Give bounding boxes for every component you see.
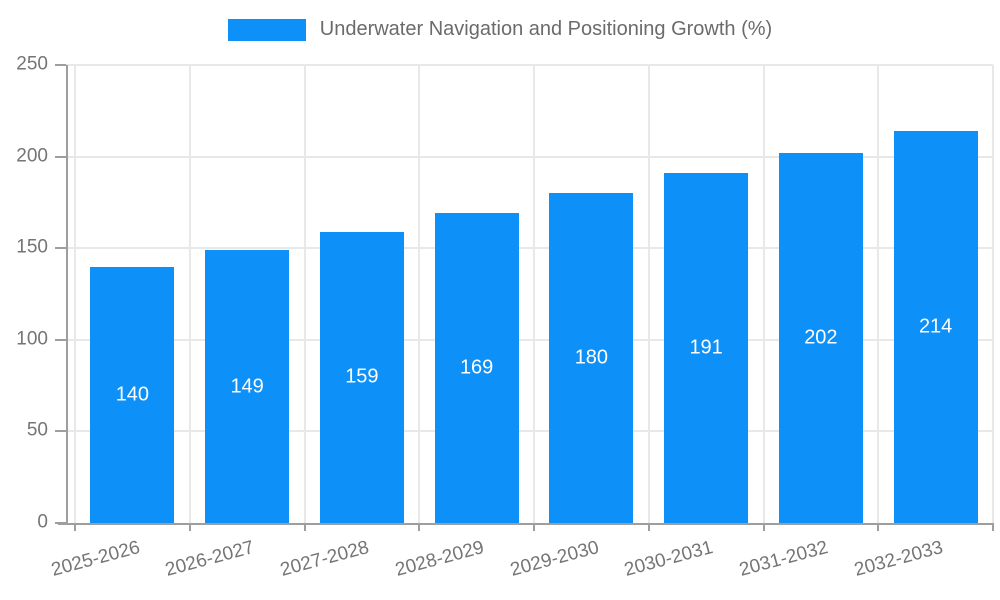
y-axis-tick [55,430,66,433]
bar [205,250,290,523]
bar-value-label: 149 [230,375,264,398]
x-axis-tick [992,523,994,531]
bar [893,130,978,523]
bar [664,173,749,523]
y-axis-tick [55,64,66,66]
x-gridline [647,65,650,523]
x-gridline [303,65,306,523]
bar [90,266,175,523]
legend-label: Underwater Navigation and Positioning Gr… [319,18,773,40]
y-gridline [66,64,993,66]
bar-value-label: 169 [459,356,494,379]
chart-legend: Underwater Navigation and Positioning Gr… [0,18,1000,41]
y-axis-label: 200 [16,145,48,167]
y-axis-label: 0 [37,511,48,533]
y-axis-label: 100 [16,328,48,350]
bar [319,231,404,523]
x-axis-tick [418,523,421,531]
bar-value-label: 191 [689,336,723,359]
bar [778,152,863,523]
bar-value-label: 140 [115,383,150,406]
x-axis-line [58,523,993,525]
bar-value-label: 202 [804,326,838,349]
bar [434,213,519,523]
y-axis-line [66,65,68,525]
y-gridline [66,155,993,158]
x-gridline [992,65,994,523]
y-gridline [66,247,993,250]
y-axis-tick [55,247,66,250]
bar-value-label: 159 [345,365,379,388]
bar [549,193,634,523]
y-axis-label: 150 [16,236,48,258]
x-gridline [418,65,421,523]
x-axis-tick [74,523,76,531]
x-gridline [74,65,76,523]
x-axis-tick [762,523,765,531]
bar-value-label: 180 [574,346,609,369]
x-gridline [188,65,191,523]
x-axis-tick [188,523,191,531]
x-gridline [533,65,535,523]
x-gridline [762,65,765,523]
y-gridline [66,338,993,341]
y-axis-label: 250 [16,53,48,75]
y-axis-label: 50 [26,419,48,441]
y-axis-tick [55,338,66,341]
x-axis-tick [533,523,535,531]
bar-value-label: 214 [918,315,953,338]
x-axis-tick [303,523,306,531]
y-gridline [66,430,993,433]
y-axis-tick [55,155,66,158]
x-gridline [877,65,880,523]
x-axis-tick [877,523,880,531]
legend-swatch [227,18,306,41]
x-axis-tick [647,523,650,531]
